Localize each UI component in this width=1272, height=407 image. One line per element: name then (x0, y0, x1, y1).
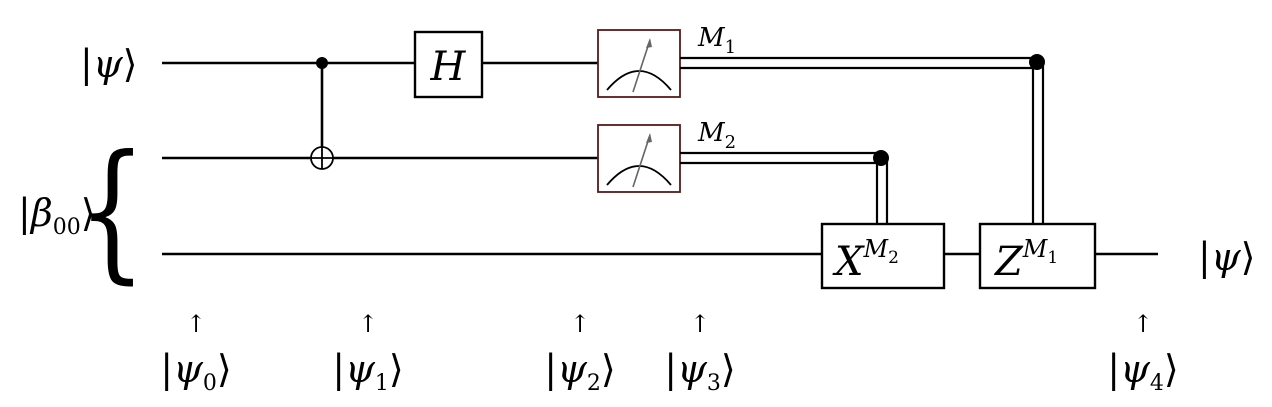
stage-label-1: |ψ1⟩ (332, 347, 403, 396)
stage-label-4: |ψ4⟩ (1107, 347, 1178, 396)
stage-label-3: |ψ3⟩ (664, 347, 735, 396)
hadamard-gate (413, 30, 484, 99)
stage-arrow-4: ↑ (1133, 310, 1153, 338)
measurement-meter-2 (597, 124, 681, 193)
m2-control-dot (873, 150, 889, 166)
z-gate-label: ZM1 (993, 235, 1058, 285)
stage-arrow-0: ↑ (186, 310, 206, 338)
classical-wire-m1 (680, 56, 1045, 224)
entangled-pair-brace: { (78, 123, 147, 297)
x-gate-label: XM2 (832, 235, 899, 285)
stage-arrow-2: ↑ (570, 310, 590, 338)
meter-1-needle-icon (632, 39, 651, 93)
stage-arrow-1: ↑ (358, 310, 378, 338)
meter-1-arc-icon (606, 70, 672, 91)
meter-1-needle-head-icon (646, 38, 652, 48)
output-psi-label: |ψ⟩ (1198, 235, 1255, 279)
input-beta-label: |β00⟩ (18, 191, 96, 240)
stage-psi3: ↑ |ψ3⟩ (664, 310, 735, 396)
meter-2-needle-head-icon (646, 133, 652, 143)
cnot-control-dot (316, 57, 328, 69)
m2-label: M2 (697, 118, 736, 153)
m1-label: M1 (697, 23, 736, 58)
measurement-meter-1 (597, 29, 681, 98)
x-correction-gate (820, 222, 946, 290)
stage-label-0: |ψ0⟩ (160, 347, 231, 396)
m1-control-dot (1029, 54, 1045, 70)
stage-arrow-3: ↑ (690, 310, 710, 338)
stage-psi0: ↑ |ψ0⟩ (160, 310, 231, 396)
hadamard-label: H (430, 44, 467, 90)
meter-2-needle-icon (632, 134, 651, 188)
z-correction-gate (978, 222, 1097, 290)
classical-wire-m2 (680, 151, 889, 224)
meter-2-arc-icon (606, 165, 672, 186)
stage-psi1: ↑ |ψ1⟩ (332, 310, 403, 396)
input-psi-label: |ψ⟩ (80, 42, 137, 86)
stage-psi4: ↑ |ψ4⟩ (1107, 310, 1178, 396)
stage-psi2: ↑ |ψ2⟩ (544, 310, 615, 396)
stage-label-2: |ψ2⟩ (544, 347, 615, 396)
